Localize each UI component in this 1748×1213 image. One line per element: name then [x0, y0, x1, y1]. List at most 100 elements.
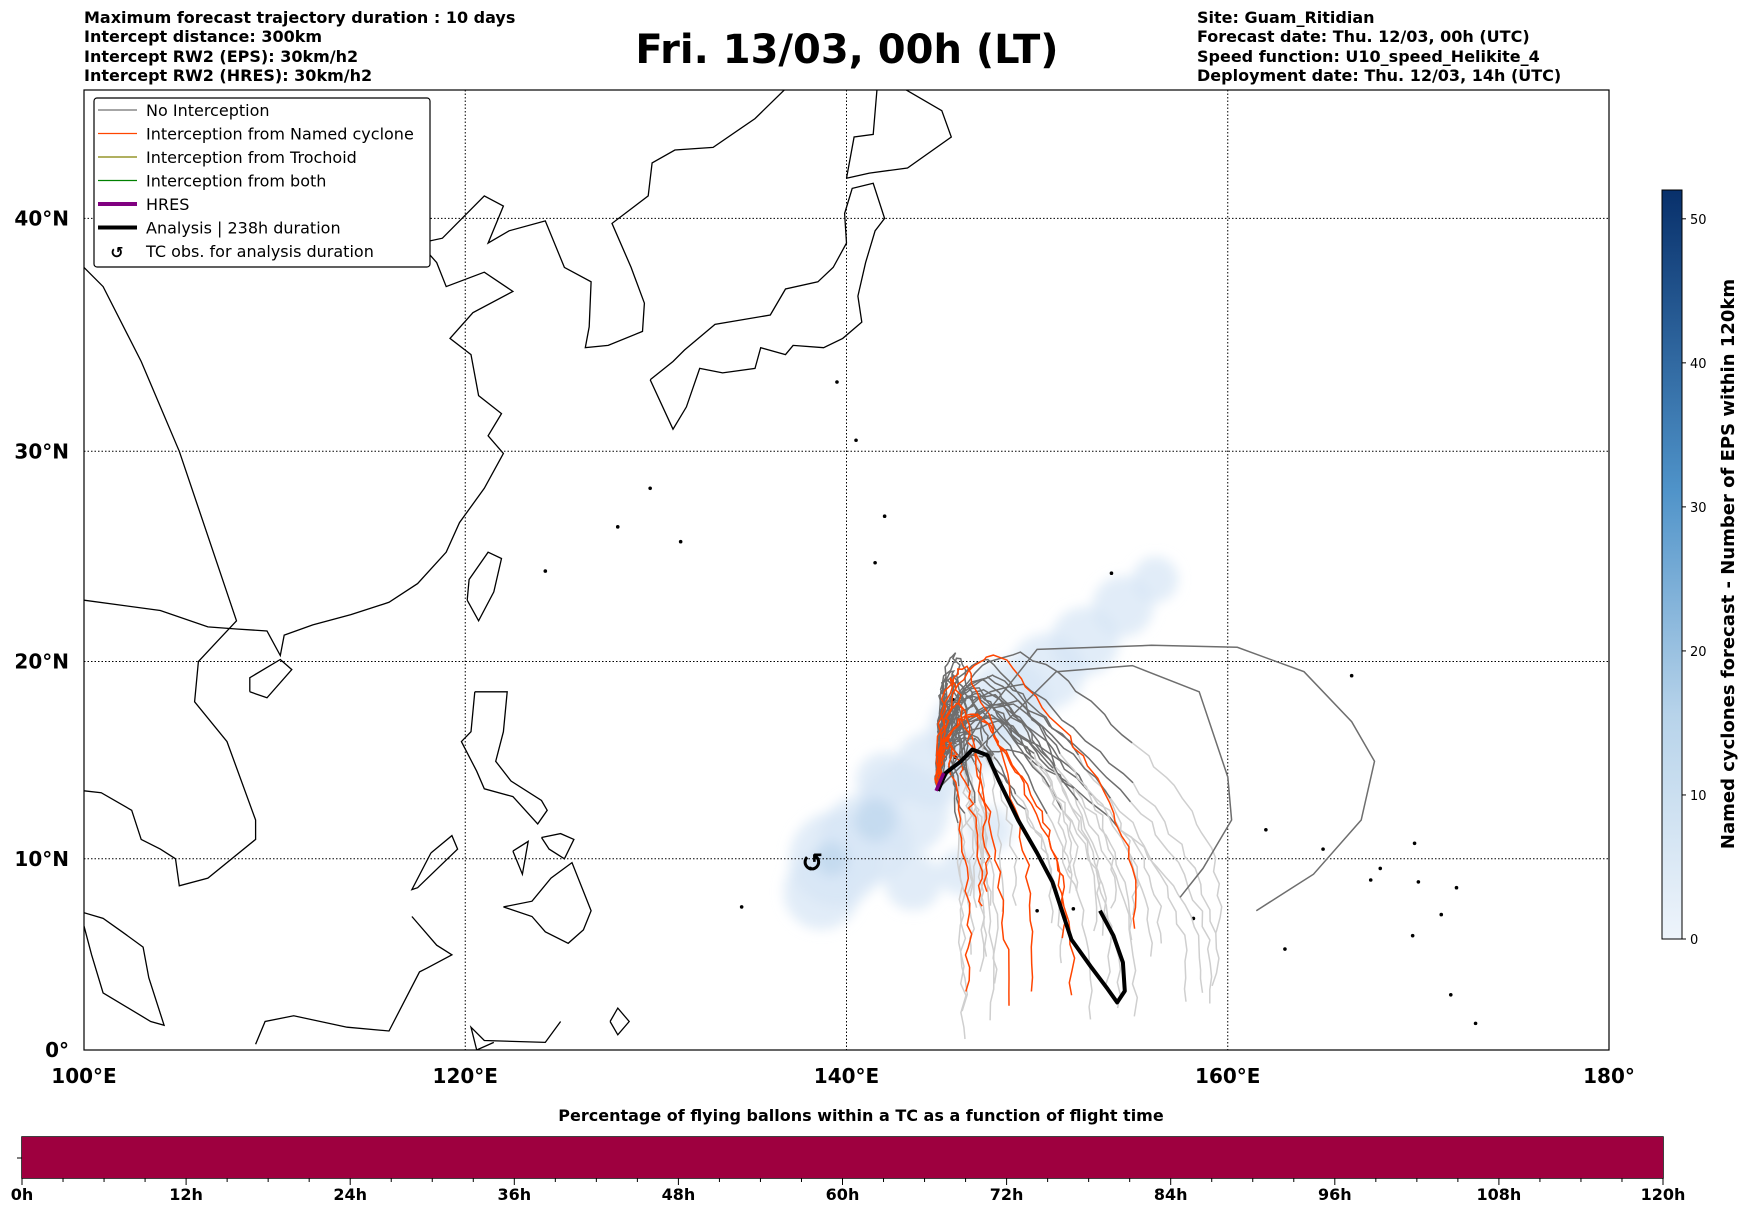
trajectory-line-late [1129, 801, 1213, 1004]
lon-tick-label: 140°E [814, 1064, 879, 1088]
lon-tick-label: 120°E [433, 1064, 498, 1088]
flight-time-bar-fill [22, 1137, 1663, 1178]
colorbar-tick-label: 20 [1690, 645, 1707, 660]
trajectory-line-late [1033, 753, 1073, 874]
legend-label: Interception from Named cyclone [146, 125, 414, 144]
flight-time-bar: Percentage of flying ballons within a TC… [11, 1106, 1686, 1204]
trajectory-line [935, 746, 966, 814]
deployment-date-text: Deployment date: Thu. 12/03, 14h (UTC) [1197, 66, 1561, 85]
trajectory-line-late [1029, 754, 1073, 894]
lon-tick-label: 160°E [1195, 1064, 1260, 1088]
flight-time-tick-label: 96h [1318, 1185, 1352, 1204]
speed-function-text: Speed function: U10_speed_Helikite_4 [1197, 47, 1540, 66]
flight-time-bar-title: Percentage of flying ballons within a TC… [558, 1106, 1164, 1125]
trajectory-line-late [1072, 746, 1137, 929]
legend-item: Interception from Named cyclone [98, 125, 414, 144]
lon-tick-label: 100°E [51, 1064, 116, 1088]
trajectory-line-late [1118, 828, 1204, 993]
tc-obs-icon: ↺ [801, 849, 823, 879]
trajectory-line-late [1091, 794, 1163, 944]
hres-track [934, 772, 946, 792]
trajectory-line-late [1109, 797, 1188, 1002]
flight-time-tick-label: 84h [1154, 1185, 1188, 1204]
trajectory-line-late [1033, 758, 1079, 892]
intercept-eps-text: Intercept RW2 (EPS): 30km/h2 [84, 47, 358, 66]
colorbar-gradient [1661, 189, 1683, 940]
trajectory-line-late [967, 785, 988, 957]
analysis-track [936, 747, 1127, 1005]
trajectory-line [935, 665, 1009, 789]
lat-tick-label: 30°N [14, 439, 69, 463]
colorbar-label: Named cyclones forecast - Number of EPS … [1718, 279, 1739, 849]
flight-time-tick-label: 36h [497, 1185, 531, 1204]
colorbar-tick-label: 10 [1690, 789, 1707, 804]
longitude-tick-labels: 100°E 120°E 140°E 160°E 180° [51, 1064, 1635, 1088]
legend-item: Interception from both [98, 172, 326, 191]
trajectory-line-late [972, 747, 991, 892]
legend-label: Analysis | 238h duration [146, 219, 341, 238]
legend-item: ↺ TC obs. for analysis duration [110, 242, 374, 262]
legend-label: No Interception [146, 101, 270, 120]
trajectory-line-late [958, 818, 973, 992]
trajectory-line [936, 736, 962, 820]
legend-label: Interception from both [146, 172, 326, 191]
trajectory-line-late [1030, 803, 1076, 996]
colorbar-tick-label: 30 [1690, 501, 1707, 516]
trajectory-line-late [981, 741, 1005, 912]
trajectory-line-late [956, 823, 967, 1040]
trajectory-line-late [1061, 809, 1122, 1009]
trajectory-line [937, 654, 1074, 789]
flight-time-tick-label: 24h [333, 1185, 367, 1204]
colorbar-tick-label: 50 [1690, 213, 1707, 228]
legend-label: Interception from Trochoid [146, 148, 357, 167]
trajectory-line-late [1007, 773, 1034, 992]
flight-time-tick-label: 60h [826, 1185, 860, 1204]
forecast-date-text: Forecast date: Thu. 12/03, 00h (UTC) [1197, 27, 1530, 46]
header-right-info: Site: Guam_Ritidian Forecast date: Thu. … [1197, 8, 1561, 85]
lon-tick-label: 180° [1583, 1064, 1635, 1088]
trajectory-line-late [1046, 813, 1093, 1020]
eps-trajectories [934, 644, 1376, 1040]
trajectory-line-late [956, 786, 969, 1012]
trajectory-line-late [1059, 753, 1117, 909]
site-text: Site: Guam_Ritidian [1197, 8, 1375, 27]
flight-time-tick-label: 48h [662, 1185, 696, 1204]
trajectory-line-late [974, 803, 995, 1021]
flight-time-tick-label: 120h [1641, 1185, 1686, 1204]
page-title: Fri. 13/03, 00h (LT) [635, 27, 1058, 73]
colorbar-tick-label: 0 [1690, 933, 1698, 948]
lat-tick-label: 0° [45, 1038, 69, 1062]
trajectory-line [935, 702, 986, 803]
trajectory-line-late [977, 773, 999, 984]
lat-tick-label: 40°N [14, 206, 69, 230]
legend-item: HRES [98, 195, 189, 214]
lat-tick-label: 10°N [14, 847, 69, 871]
legend-label: HRES [146, 195, 189, 214]
legend-item: Interception from Trochoid [98, 148, 357, 167]
flight-time-tick-label: 12h [169, 1185, 203, 1204]
trajectory-line-late [1132, 782, 1220, 987]
trajectory-line-late [967, 797, 984, 907]
lat-tick-label: 20°N [14, 650, 69, 674]
map-area[interactable]: ↺ [84, 76, 1609, 1065]
tc-symbol-icon: ↺ [110, 243, 123, 262]
trajectory-line-late [983, 802, 1010, 1006]
legend: No Interception Interception from Named c… [93, 97, 431, 268]
trajectory-line-late [1052, 767, 1104, 936]
flight-time-tick-label: 0h [11, 1185, 34, 1204]
max-duration-text: Maximum forecast trajectory duration : 1… [84, 8, 515, 27]
colorbar-tick-label: 40 [1690, 357, 1707, 372]
trajectory-line-late [960, 813, 975, 955]
trajectory-line-late [1083, 784, 1153, 957]
legend-item: Analysis | 238h duration [98, 219, 341, 238]
trajectory-line [934, 713, 1029, 790]
trajectory-line-late [962, 770, 975, 897]
legend-label: TC obs. for analysis duration [145, 242, 374, 261]
trajectory-line [937, 713, 1032, 805]
flight-time-tick-label: 72h [990, 1185, 1024, 1204]
map-frame [83, 89, 1610, 1051]
trajectory-line-late [1131, 742, 1223, 933]
flight-time-tick-label: 108h [1477, 1185, 1522, 1204]
header-left-info: Maximum forecast trajectory duration : 1… [84, 8, 515, 85]
